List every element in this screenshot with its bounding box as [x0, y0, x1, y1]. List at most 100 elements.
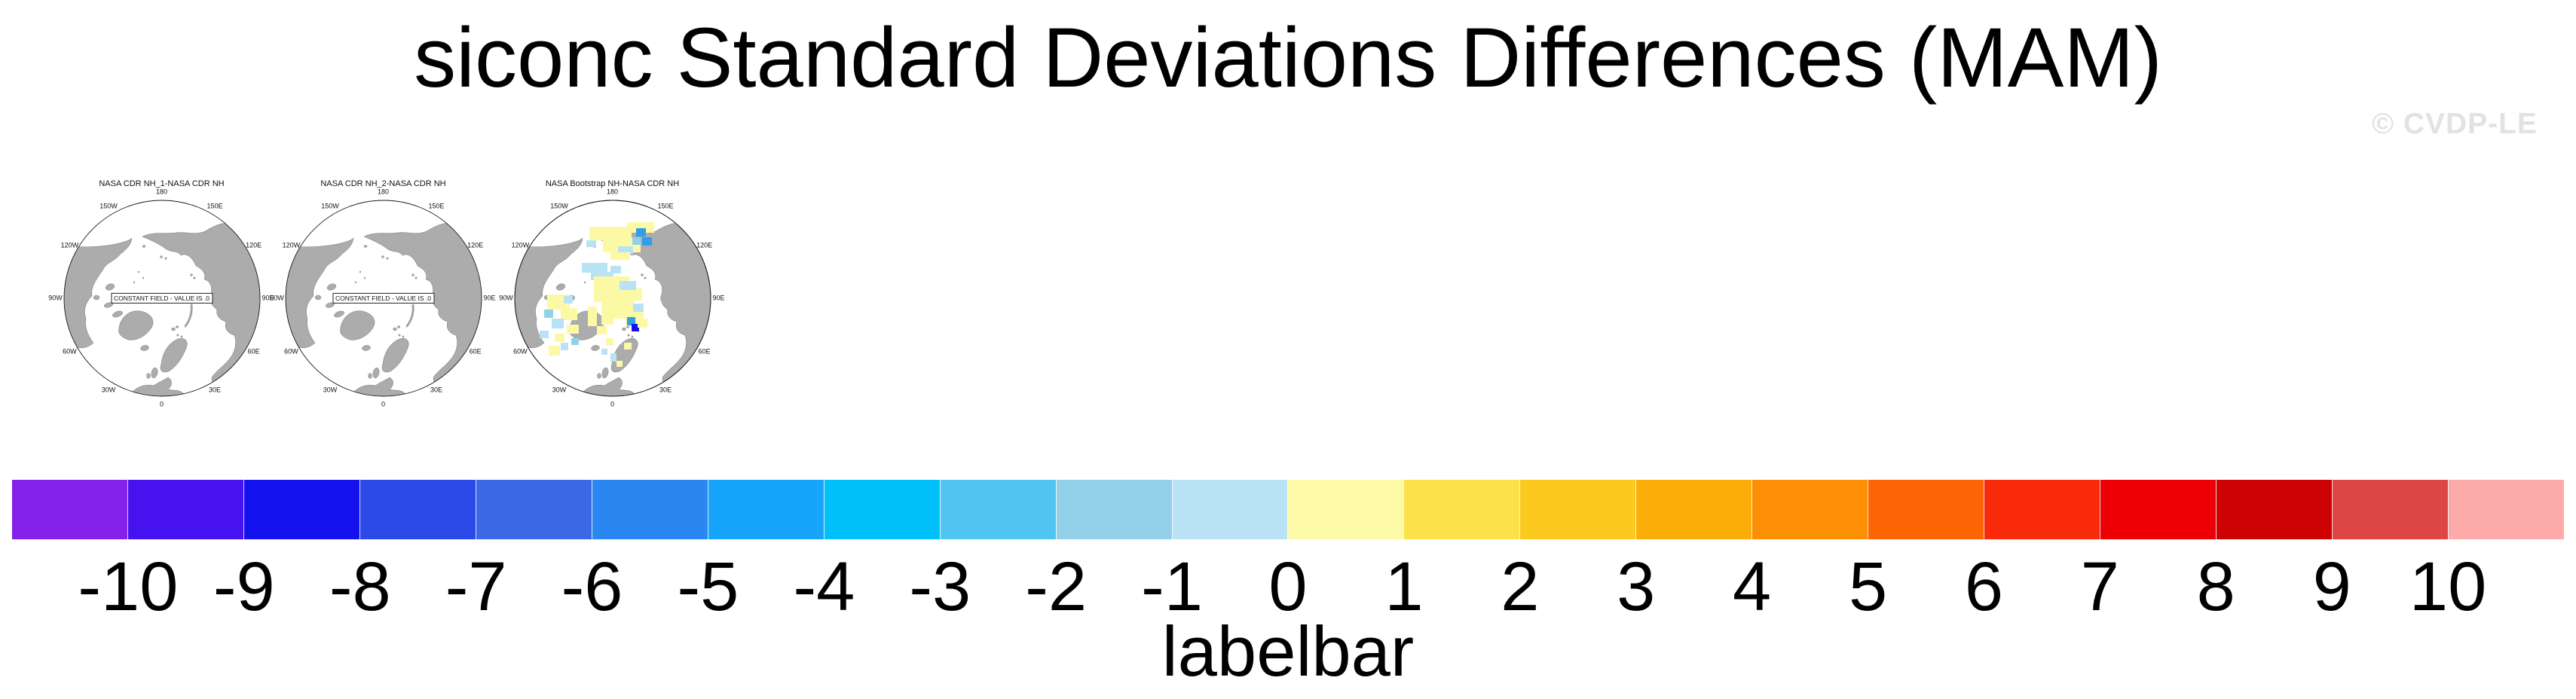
- longitude-label: 90W: [270, 294, 284, 302]
- difference-cell: [626, 288, 642, 301]
- colorbar-cell: [1868, 480, 1984, 539]
- longitude-label: 150W: [321, 202, 339, 210]
- difference-cell: [626, 317, 635, 325]
- colorbar-tick-label: -5: [677, 548, 739, 625]
- longitude-label: 90E: [712, 294, 725, 302]
- difference-cell: [560, 343, 568, 350]
- longitude-label: 30W: [101, 386, 116, 394]
- difference-cell: [637, 319, 647, 328]
- colorbar-cell: [2216, 480, 2333, 539]
- difference-cell: [605, 338, 613, 346]
- difference-cell: [596, 326, 607, 334]
- colorbar-tick-label: 8: [2196, 548, 2235, 625]
- colorbar-cell: [939, 480, 1056, 539]
- colorbar-tick-label: 6: [1964, 548, 2004, 625]
- colorbar-tick-label: 4: [1733, 548, 1772, 625]
- cvdp-watermark: © CVDP-LE: [2372, 108, 2538, 140]
- difference-cell: [551, 319, 564, 328]
- difference-cell: [601, 349, 607, 355]
- longitude-label: 150E: [428, 202, 445, 210]
- difference-cell: [587, 307, 597, 326]
- longitude-label: 120W: [60, 241, 79, 249]
- colorbar-tick-label: 5: [1848, 548, 1888, 625]
- colorbar-tick-label: 7: [2080, 548, 2119, 625]
- longitude-label: 150W: [550, 202, 568, 210]
- difference-cell: [543, 310, 553, 318]
- longitude-label: 30E: [430, 386, 443, 394]
- map-panel-2-title: NASA CDR NH_2-NASA CDR NH: [320, 179, 446, 188]
- longitude-label: 180: [155, 188, 168, 196]
- longitude-label: 120W: [282, 241, 301, 249]
- colorbar-cell: [1635, 480, 1752, 539]
- longitude-label: 30W: [552, 386, 567, 394]
- longitude-label: 120W: [511, 241, 530, 249]
- longitude-label: 0: [381, 400, 386, 408]
- constant-field-note: CONSTANT FIELD - VALUE IS .0: [332, 292, 435, 304]
- difference-cell: [560, 308, 577, 320]
- difference-cell: [626, 222, 654, 233]
- longitude-label: 120E: [696, 241, 713, 249]
- colorbar: [12, 480, 2564, 539]
- longitude-label: 180: [377, 188, 390, 196]
- colorbar-cell: [127, 480, 243, 539]
- longitude-label: 90E: [483, 294, 496, 302]
- longitude-label: 60W: [63, 347, 77, 355]
- colorbar-tick-label: -3: [909, 548, 971, 625]
- colorbar-cell: [591, 480, 708, 539]
- colorbar-tick-label: 2: [1501, 548, 1540, 625]
- difference-cell: [563, 296, 573, 304]
- colorbar-cell: [1055, 480, 1172, 539]
- map-3-patches: [539, 222, 654, 367]
- map-panel-1: NASA CDR NH_1-NASA CDR NH CONSTANT FIELD…: [48, 179, 274, 407]
- longitude-label: 60E: [247, 347, 260, 355]
- difference-cell: [632, 237, 641, 245]
- longitude-label: 150E: [207, 202, 223, 210]
- colorbar-cell: [1751, 480, 1868, 539]
- constant-field-note: CONSTANT FIELD - VALUE IS .0: [110, 292, 213, 304]
- difference-cell: [581, 263, 607, 273]
- map-panel-3: NASA Bootstrap NH-NASA CDR NH 180 150E 120…: [499, 179, 724, 407]
- colorbar-cell: [2100, 480, 2217, 539]
- longitude-label: 30W: [323, 386, 338, 394]
- colorbar-tick-label: -6: [561, 548, 623, 625]
- colorbar-cell: [359, 480, 476, 539]
- colorbar-cell: [707, 480, 824, 539]
- difference-cell: [539, 331, 549, 338]
- map-panel-3-body: 180 150E 120E 90E 60E 30E 0 30W 60W 90W 120W 150W: [499, 188, 724, 407]
- colorbar-tick-label: 10: [2409, 548, 2487, 625]
- difference-cell: [635, 228, 646, 237]
- colorbar-cell: [1171, 480, 1288, 539]
- difference-cell: [571, 338, 579, 345]
- longitude-label: 60E: [469, 347, 482, 355]
- figure-title: siconc Standard Deviations Differences (…: [414, 11, 2162, 105]
- colorbar-cell: [1287, 480, 1404, 539]
- colorbar-tick-label: -2: [1025, 548, 1088, 625]
- map-panel-3-title: NASA Bootstrap NH-NASA CDR NH: [545, 179, 680, 188]
- colorbar-cell: [243, 480, 359, 539]
- longitude-label: 150W: [99, 202, 118, 210]
- longitude-label: 60W: [513, 347, 528, 355]
- longitude-label: 150E: [657, 202, 674, 210]
- colorbar-cell: [1519, 480, 1636, 539]
- longitude-label: 30E: [208, 386, 222, 394]
- difference-cell: [554, 334, 564, 342]
- difference-cell: [632, 304, 644, 312]
- difference-cell: [610, 353, 616, 362]
- map-panel-2-body: CONSTANT FIELD - VALUE IS .0 180 150E 120E…: [270, 188, 495, 407]
- difference-cell: [601, 302, 613, 325]
- colorbar-caption: labelbar: [1161, 612, 1415, 691]
- map-panel-1-title: NASA CDR NH_1-NASA CDR NH: [99, 179, 225, 188]
- longitude-label: 120E: [467, 241, 484, 249]
- difference-cell: [589, 227, 632, 240]
- colorbar-cell: [475, 480, 592, 539]
- colorbar-tick-label: -8: [329, 548, 391, 625]
- difference-cell: [616, 361, 623, 367]
- colorbar-cell: [12, 480, 127, 539]
- difference-cell: [586, 240, 596, 247]
- longitude-label: 0: [159, 400, 164, 408]
- difference-cell: [566, 325, 579, 334]
- colorbar-tick-label: 9: [2312, 548, 2351, 625]
- map-3-outline: [514, 200, 711, 397]
- difference-cell: [610, 252, 630, 260]
